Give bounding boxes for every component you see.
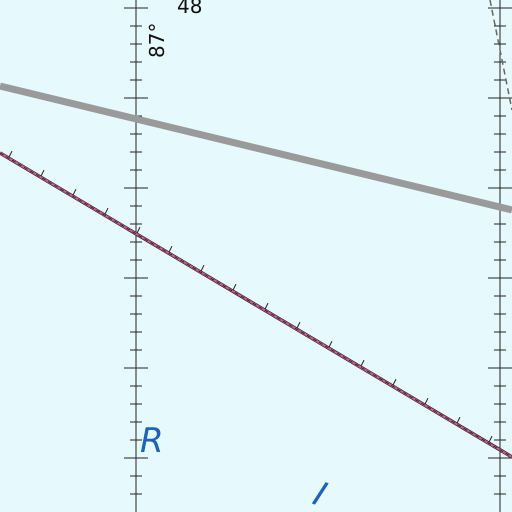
- boundary-hachure-tick: [232, 283, 237, 291]
- boundary-hachure-tick: [168, 245, 173, 253]
- boundary-hachure-tick: [328, 340, 333, 348]
- dashed-edge-line: [489, 0, 512, 111]
- water-label-letter-1: R: [140, 421, 164, 461]
- boundary-hachures: [8, 150, 493, 443]
- meridian-right: [488, 0, 512, 512]
- boundary-hachure-tick: [200, 264, 205, 272]
- meridian-right-ticks: [488, 7, 512, 495]
- boundary-hachure-tick: [424, 397, 429, 405]
- gray-route-line: [0, 82, 512, 214]
- boundary-hachure-tick: [104, 207, 109, 215]
- boundary-line: [0, 150, 512, 459]
- boundary-hachure-tick: [8, 150, 13, 158]
- meridian-left: [124, 0, 148, 512]
- boundary-hachure-tick: [72, 188, 77, 196]
- boundary-hachure-tick: [392, 378, 397, 386]
- boundary-hachure-tick: [264, 302, 269, 310]
- top-partial-label: 48: [177, 0, 202, 18]
- boundary-hachure-tick: [456, 416, 461, 424]
- meridian-left-ticks: [124, 7, 148, 495]
- boundary-hachure-tick: [296, 321, 301, 329]
- boundary-hachure-tick: [136, 226, 141, 234]
- boundary-hachure-tick: [360, 359, 365, 367]
- boundary-hachure-tick: [40, 169, 45, 177]
- longitude-label: 87°: [145, 23, 169, 58]
- boundary-hachure-tick: [488, 435, 493, 443]
